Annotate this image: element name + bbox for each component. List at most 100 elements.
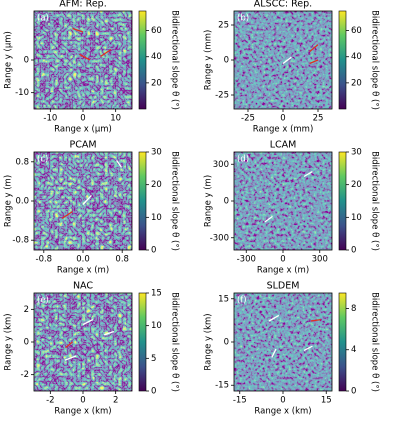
slope-map (34, 11, 132, 109)
colorbar-tick-label: 30 (351, 148, 362, 158)
colorbar-tick-label: 20 (151, 180, 162, 190)
annotation-arrow (72, 27, 84, 33)
y-tick-label: 0 (24, 338, 29, 348)
annotation-arrow (100, 48, 112, 58)
annotation-arrow (64, 355, 77, 361)
colorbar-label: Bidirectional slope θ (°) (370, 292, 380, 392)
x-axis-label: Range x (mm) (253, 125, 314, 135)
colorbar-tick-label: 5 (151, 354, 156, 364)
x-tick-label: -10 (43, 114, 57, 124)
panel-label: (e) (37, 296, 49, 306)
annotation-arrow (310, 318, 321, 322)
slope-map (34, 293, 132, 391)
panel-title: ALSCC: Rep. (254, 0, 312, 10)
x-tick-label: -25 (241, 114, 255, 124)
colorbar (338, 10, 347, 110)
x-tick-label: 300 (312, 255, 328, 265)
y-tick-label: 0 (224, 197, 229, 207)
colorbar-tick-label: 20 (351, 180, 362, 190)
y-axis-label: Range y (m) (204, 175, 214, 227)
y-tick-label: -10 (15, 88, 29, 98)
y-tick-label: -25 (215, 91, 229, 101)
slope-map (34, 152, 132, 250)
panel-title: NAC (73, 281, 93, 292)
colorbar-tick-label: 15 (151, 289, 162, 299)
x-tick-label: 0 (280, 114, 285, 124)
x-tick-label: 0.0 (76, 255, 90, 265)
x-tick-label: 0 (80, 114, 85, 124)
colorbar (338, 151, 347, 251)
y-tick-label: -300 (210, 233, 229, 243)
y-axis-label: Range y (km) (4, 313, 14, 370)
x-tick-label: -15 (233, 396, 247, 406)
colorbar-tick-label: 20 (351, 78, 362, 88)
x-tick-label: 0 (280, 255, 285, 265)
panel-label: (a) (37, 14, 49, 24)
x-tick-label: 25 (313, 114, 324, 124)
panel-title: LCAM (270, 140, 297, 151)
y-tick-label: 300 (213, 160, 229, 170)
y-axis-label: Range y (mm) (204, 30, 214, 91)
x-tick-label: 2 (113, 396, 118, 406)
y-axis-label: Range y (m) (4, 175, 14, 227)
panel-title: SLDEM (267, 281, 300, 292)
annotation-arrow (264, 215, 273, 223)
colorbar (138, 10, 147, 110)
y-axis-label: Range y (km) (204, 313, 214, 370)
colorbar-tick-label: 0 (151, 246, 156, 256)
colorbar-tick-label: 20 (151, 78, 162, 88)
colorbar-tick-label: 40 (151, 52, 162, 62)
colorbar-tick-label: 10 (351, 213, 362, 223)
colorbar-label: Bidirectional slope θ (°) (370, 10, 380, 110)
x-axis-label: Range x (km) (254, 407, 311, 417)
colorbar-label: Bidirectional slope θ (°) (170, 151, 180, 251)
annotation-arrow (268, 314, 280, 322)
x-tick-label: 0.8 (115, 255, 129, 265)
colorbar-tick-label: 60 (351, 26, 362, 36)
annotation-arrow (82, 194, 92, 205)
y-tick-label: 0.0 (15, 197, 29, 207)
y-tick-label: 0 (24, 56, 29, 66)
colorbar-label: Bidirectional slope θ (°) (170, 292, 180, 392)
colorbar-tick-label: 60 (151, 26, 162, 36)
colorbar-tick-label: 0 (351, 387, 356, 397)
annotation-arrow (116, 160, 123, 168)
y-axis-label: Range y (μm) (4, 31, 14, 89)
y-tick-label: 0 (224, 338, 229, 348)
y-tick-label: -0.8 (12, 236, 29, 246)
colorbar-tick-label: 30 (151, 148, 162, 158)
annotation-arrow (309, 59, 319, 65)
annotation-arrow (282, 56, 292, 65)
x-axis-label: Range x (μm) (54, 125, 112, 135)
colorbar-tick-label: 40 (351, 52, 362, 62)
annotation-arrow (65, 341, 73, 349)
x-tick-label: -300 (237, 255, 256, 265)
colorbar (338, 292, 347, 392)
slope-map (234, 293, 332, 391)
panel-title: PCAM (69, 140, 96, 151)
colorbar-tick-label: 4 (351, 345, 356, 355)
y-tick-label: 2 (24, 305, 29, 315)
annotation-arrow (103, 330, 115, 336)
annotation-arrow (303, 345, 313, 351)
colorbar-tick-label: 0 (351, 246, 356, 256)
annotation-arrow (61, 210, 73, 220)
colorbar (138, 292, 147, 392)
y-tick-label: 0.8 (15, 157, 29, 167)
panel-label: (c) (37, 155, 48, 165)
x-tick-label: 0 (80, 396, 85, 406)
x-tick-label: 15 (321, 396, 332, 406)
colorbar (138, 151, 147, 251)
x-tick-label: 0 (280, 396, 285, 406)
panel: (f) SLDEM -15 0 15 -15 0 15 Range x (km) Range y … (204, 281, 380, 417)
colorbar-tick-label: 8 (351, 304, 356, 314)
x-axis-label: Range x (km) (54, 407, 111, 417)
annotation-arrow (309, 44, 319, 53)
annotation-arrow (82, 319, 94, 326)
y-tick-label: 0 (224, 56, 229, 66)
